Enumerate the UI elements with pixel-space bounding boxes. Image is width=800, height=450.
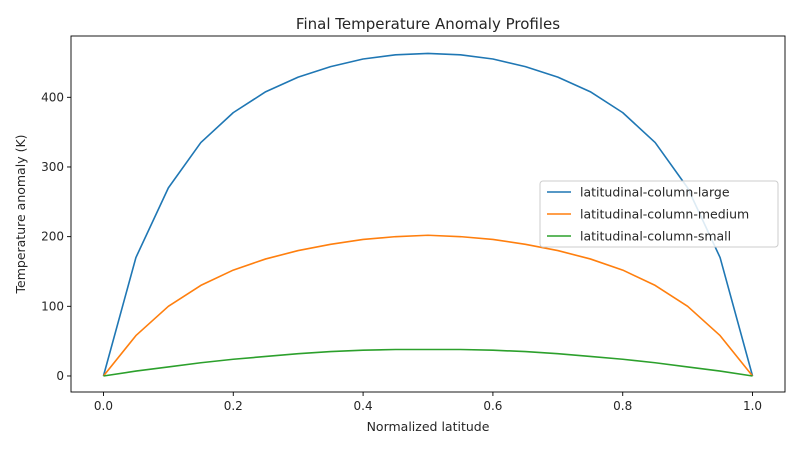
y-tick-label: 0 xyxy=(56,369,64,383)
x-tick-label: 0.8 xyxy=(613,399,632,413)
legend-label-1: latitudinal-column-large xyxy=(580,185,730,200)
x-tick-label: 0.2 xyxy=(224,399,243,413)
legend: latitudinal-column-large latitudinal-colu… xyxy=(539,180,779,248)
x-tick-label: 1.0 xyxy=(743,399,762,413)
plot-frame xyxy=(70,35,786,393)
y-tick-label: 200 xyxy=(41,230,64,244)
x-tick-label: 0.6 xyxy=(483,399,502,413)
y-tick-label: 400 xyxy=(41,90,64,104)
x-axis: 0.0 0.2 0.4 0.6 0.8 1.0 xyxy=(94,392,762,413)
y-tick-label: 100 xyxy=(41,299,64,313)
y-axis-label: Temperature anomaly (K) xyxy=(13,134,28,294)
legend-label-3: latitudinal-column-small xyxy=(580,229,731,244)
legend-label-2: latitudinal-column-medium xyxy=(580,207,749,222)
series-line-1 xyxy=(102,52,754,377)
x-tick-label: 0.0 xyxy=(94,399,113,413)
series-layer xyxy=(102,52,754,377)
x-tick-label: 0.4 xyxy=(354,399,373,413)
chart-title: Final Temperature Anomaly Profiles xyxy=(296,15,560,33)
series-line-3 xyxy=(103,348,753,377)
legend-box xyxy=(539,180,779,248)
y-axis: 0 100 200 300 400 xyxy=(41,90,71,383)
series-line-2 xyxy=(102,234,754,377)
y-tick-label: 300 xyxy=(41,160,64,174)
x-axis-label: Normalized latitude xyxy=(367,419,490,434)
